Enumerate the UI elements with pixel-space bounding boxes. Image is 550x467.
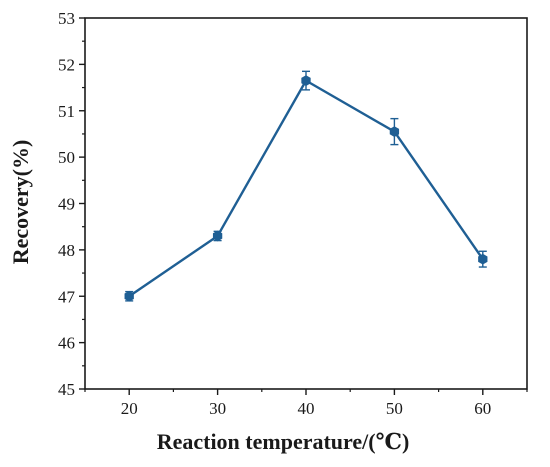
- y-tick-label: 48: [58, 241, 75, 260]
- series-line: [128, 79, 484, 298]
- data-point: [124, 290, 134, 302]
- series-marks: [124, 70, 488, 302]
- x-axis-title: Reaction temperature/(℃): [157, 429, 410, 454]
- y-tick-label: 47: [58, 287, 76, 306]
- y-tick-label: 50: [58, 148, 75, 167]
- x-tick-label: 40: [298, 399, 315, 418]
- x-tick-label: 60: [474, 399, 491, 418]
- y-tick-label: 53: [58, 9, 75, 28]
- y-tick-label: 49: [58, 195, 75, 214]
- data-point: [301, 75, 311, 86]
- axes: 20 30 40 50 60 45 46 47 48 49 50 51 52 53: [58, 9, 528, 418]
- data-point: [212, 230, 223, 242]
- y-tick-label: 46: [58, 334, 75, 353]
- data-point: [478, 253, 488, 265]
- y-tick-label: 45: [58, 380, 75, 399]
- data-point: [389, 126, 400, 137]
- y-tick-label: 51: [58, 102, 75, 121]
- x-tick-label: 30: [209, 399, 226, 418]
- x-tick-label: 50: [386, 399, 403, 418]
- axis-labels: Reaction temperature/(℃) Recovery(%): [8, 140, 409, 454]
- y-axis-title: Recovery(%): [8, 140, 33, 265]
- x-tick-label: 20: [121, 399, 138, 418]
- y-tick-label: 52: [58, 55, 75, 74]
